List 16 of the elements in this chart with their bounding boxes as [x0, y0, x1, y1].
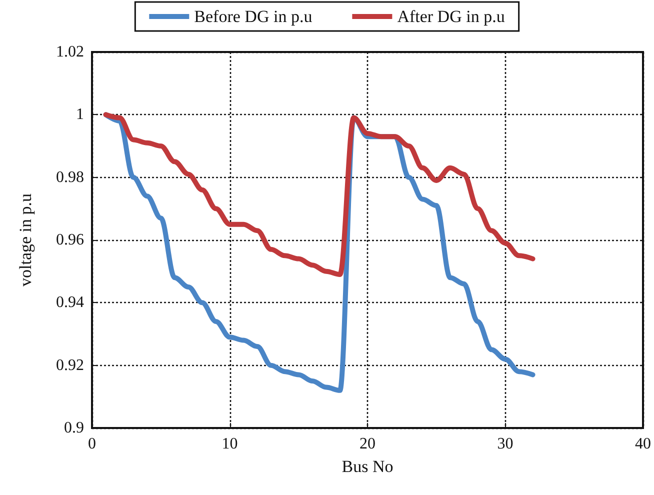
y-tick-label: 0.96 — [56, 232, 84, 248]
y-tick-label: 0.98 — [56, 168, 84, 186]
x-tick-label: 10 — [222, 436, 238, 452]
x-tick-label: 30 — [497, 436, 514, 452]
y-tick-label: 0.9 — [64, 420, 84, 436]
x-tick-label: 20 — [360, 436, 376, 452]
x-tick-label: 0 — [88, 436, 96, 452]
y-tick-label: 1.02 — [56, 44, 84, 60]
y-axis-title: voltage in p.u — [16, 193, 35, 287]
legend-label: Before DG in p.u — [194, 7, 313, 26]
y-tick-label: 1 — [76, 106, 84, 124]
legend-label: After DG in p.u — [397, 7, 506, 26]
y-tick-label: 0.92 — [56, 356, 84, 374]
y-tick-label: 0.94 — [56, 294, 84, 312]
x-axis-title: Bus No — [342, 457, 394, 476]
x-tick-label: 40 — [635, 436, 651, 452]
